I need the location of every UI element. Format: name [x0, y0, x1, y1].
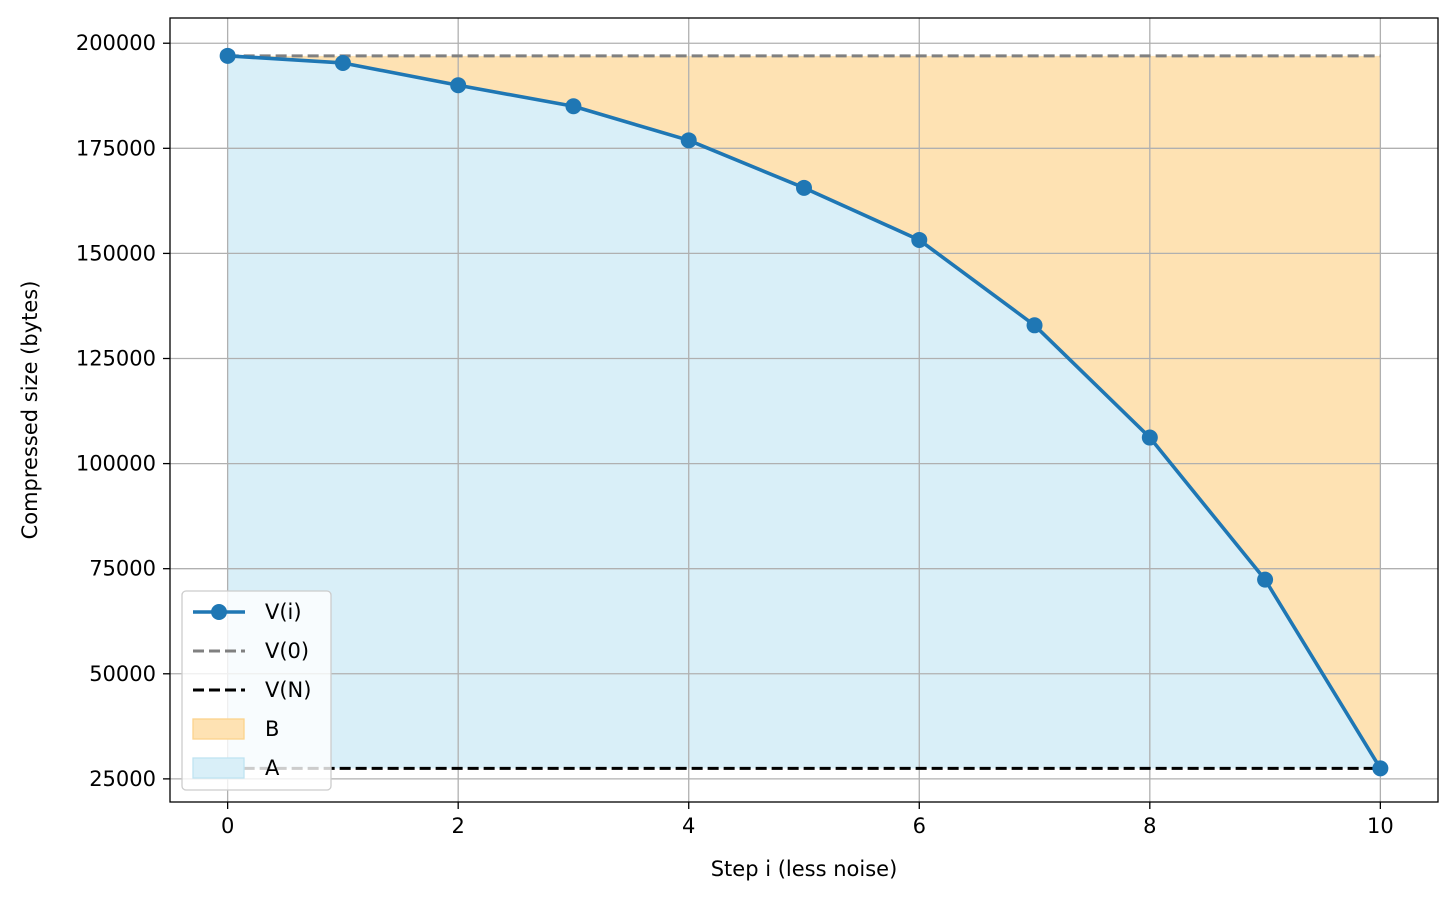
- legend-label-0: V(i): [265, 600, 302, 624]
- legend-box: [181, 590, 332, 791]
- chart-grid: [170, 18, 1438, 802]
- y-tick-label-3: 100000: [76, 452, 156, 476]
- legend-label-2: V(N): [265, 678, 311, 702]
- data-point-0-5: [796, 179, 812, 196]
- y-tick-label-6: 175000: [76, 136, 156, 160]
- data-point-0-6: [911, 231, 928, 248]
- y-tick-label-5: 150000: [76, 241, 156, 265]
- legend-swatch-4: [192, 757, 245, 779]
- x-tick-label-5: 10: [1367, 814, 1394, 838]
- y-tick-label-4: 125000: [76, 347, 156, 371]
- axis-ticks: 0 2 4 6 8 10 25000 50000 75000 100000 125000 150000…: [76, 31, 1394, 838]
- y-tick-label-1: 50000: [89, 662, 156, 686]
- data-point-0-3: [565, 98, 582, 115]
- legend-label-4: A: [265, 756, 280, 780]
- data-point-0-8: [1141, 429, 1158, 446]
- x-tick-label-2: 4: [682, 814, 695, 838]
- legend: V(i) V(0) V(N) BA: [181, 590, 332, 791]
- x-tick-label-0: 0: [221, 814, 234, 838]
- data-point-0-10: [1372, 760, 1389, 777]
- y-tick-label-2: 75000: [89, 557, 156, 581]
- x-axis-label: Step i (less noise): [711, 857, 898, 881]
- x-tick-label-1: 2: [451, 814, 464, 838]
- data-point-0-4: [680, 132, 697, 149]
- chart-areas: [227, 55, 1381, 769]
- legend-swatch-3: [192, 718, 245, 740]
- data-point-0-0: [219, 47, 236, 64]
- data-point-0-9: [1257, 571, 1274, 588]
- data-point-0-7: [1026, 317, 1043, 334]
- y-tick-label-7: 200000: [76, 31, 156, 55]
- x-tick-label-4: 8: [1143, 814, 1156, 838]
- area-1: [227, 55, 1381, 769]
- chart-lines: [219, 47, 1389, 777]
- legend-label-1: V(0): [265, 639, 309, 663]
- y-axis-label: Compressed size (bytes): [18, 281, 42, 540]
- data-point-0-2: [450, 77, 467, 94]
- legend-label-3: B: [265, 717, 279, 741]
- x-tick-label-3: 6: [913, 814, 926, 838]
- plot-frame: [169, 17, 1439, 803]
- area-0: [227, 55, 1381, 769]
- y-tick-label-0: 25000: [89, 767, 156, 791]
- data-point-0-1: [334, 54, 351, 71]
- legend-marker-0: [211, 604, 227, 620]
